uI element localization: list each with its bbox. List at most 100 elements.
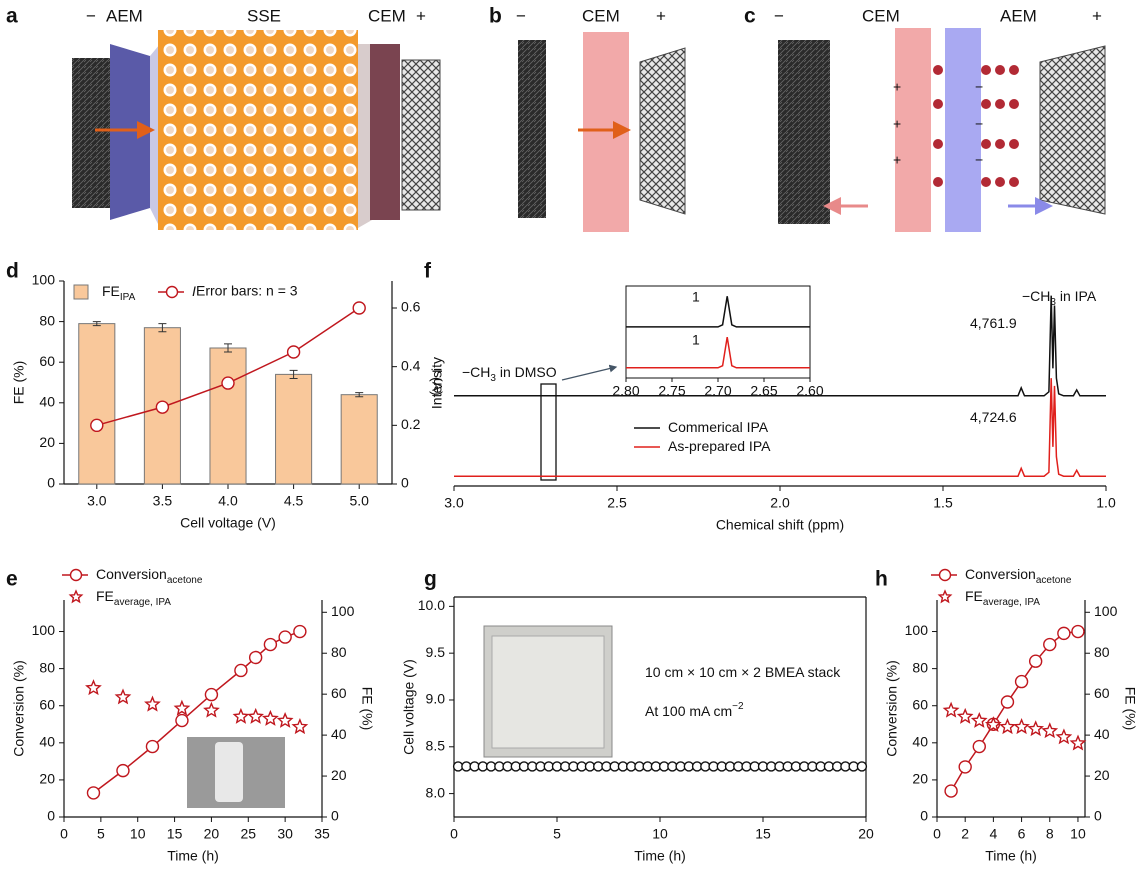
inset-label: 1 bbox=[692, 289, 700, 305]
membrane-edge bbox=[150, 44, 160, 228]
y-tick-label: 100 bbox=[905, 622, 929, 638]
membrane-aem bbox=[945, 28, 981, 232]
panel-letter: c bbox=[744, 5, 756, 28]
charge: + bbox=[893, 152, 901, 168]
charge: + bbox=[893, 116, 901, 132]
point bbox=[145, 739, 160, 754]
point bbox=[278, 630, 292, 644]
legend-label: Commerical IPA bbox=[668, 419, 769, 435]
annotation-part: −2 bbox=[732, 701, 744, 712]
label: CEM bbox=[582, 6, 620, 25]
annotation: 10 cm × 10 cm × 2 BMEA stack bbox=[645, 664, 841, 680]
electrode-mesh bbox=[401, 59, 441, 211]
point bbox=[944, 784, 958, 798]
x-tick-label: 4.0 bbox=[218, 493, 238, 509]
star-marker bbox=[1041, 722, 1059, 739]
legend-label-part: I bbox=[192, 283, 196, 299]
y2-tick-label: 80 bbox=[331, 644, 347, 660]
panel-letter: f bbox=[424, 260, 432, 283]
bar bbox=[209, 347, 247, 485]
x-tick-label: 3.0 bbox=[87, 493, 107, 509]
x-axis-label: Time (h) bbox=[634, 848, 686, 864]
label: − bbox=[516, 6, 526, 25]
electrode bbox=[778, 40, 830, 224]
label: AEM bbox=[1000, 6, 1037, 25]
electrode-mesh bbox=[639, 47, 686, 215]
ions bbox=[933, 65, 1019, 187]
legend-label: As-prepared IPA bbox=[668, 438, 771, 454]
y2-tick-label: 20 bbox=[331, 767, 347, 783]
electrode-mesh bbox=[1039, 45, 1106, 215]
x-tick-label: 0 bbox=[933, 826, 941, 842]
y-tick-label: 9.5 bbox=[426, 644, 446, 660]
annotation-part: 4,761.9 bbox=[970, 315, 1017, 331]
star-marker bbox=[291, 718, 309, 735]
legend-marker bbox=[937, 589, 953, 604]
star-marker bbox=[85, 679, 102, 696]
x-tick-label: 20 bbox=[858, 826, 874, 842]
annotation: 4,724.6 bbox=[970, 409, 1017, 425]
x-axis-label: Time (h) bbox=[167, 848, 219, 864]
y2-tick-label: 0 bbox=[1094, 808, 1102, 824]
y2-tick-label: 40 bbox=[331, 726, 347, 742]
legend-label-part: FE bbox=[96, 588, 114, 604]
legend-label-part: Commerical IPA bbox=[668, 419, 769, 435]
y-tick-label: 8.5 bbox=[426, 737, 446, 753]
y-tick-label: 60 bbox=[912, 696, 928, 712]
membrane-cem bbox=[895, 28, 931, 232]
star-marker bbox=[247, 707, 264, 724]
inset-frame bbox=[625, 285, 811, 379]
x-tick-label: 10 bbox=[652, 826, 668, 842]
annotation-part: −CH bbox=[1022, 288, 1050, 304]
annotation: 4,761.9 bbox=[970, 315, 1017, 331]
star-marker bbox=[984, 716, 1002, 732]
star-marker bbox=[942, 701, 960, 718]
bar bbox=[340, 394, 378, 485]
x-tick-label: 4.5 bbox=[284, 493, 304, 509]
point bbox=[234, 663, 248, 678]
annotation-part: in DMSO bbox=[496, 364, 557, 380]
y-tick-label: 40 bbox=[912, 734, 928, 750]
y-tick-label: 100 bbox=[32, 272, 56, 288]
panel-letter: a bbox=[6, 5, 18, 28]
y2-tick-label: 0.6 bbox=[401, 299, 421, 315]
point bbox=[958, 760, 972, 774]
x-tick-label: 5 bbox=[97, 826, 105, 842]
y-tick-label: 80 bbox=[912, 659, 928, 675]
star-marker bbox=[203, 701, 220, 718]
panel-letter: e bbox=[6, 568, 18, 591]
point bbox=[1043, 637, 1057, 652]
point bbox=[1071, 624, 1085, 639]
label: − bbox=[86, 6, 96, 25]
x-tick-label: 25 bbox=[240, 826, 256, 842]
legend-marker bbox=[938, 568, 952, 582]
point bbox=[175, 713, 189, 728]
membrane-aem bbox=[110, 44, 150, 220]
y-axis-label: Conversion (%) bbox=[884, 660, 900, 756]
label: AEM bbox=[106, 6, 143, 25]
bar bbox=[275, 373, 313, 485]
point bbox=[856, 761, 868, 772]
error-bar bbox=[92, 321, 101, 327]
point bbox=[204, 687, 219, 702]
inset-x-tick-label: 2.75 bbox=[658, 383, 685, 399]
y-tick-label: 40 bbox=[39, 734, 55, 750]
x-tick-label: 0 bbox=[450, 826, 458, 842]
annotation-part: 4,724.6 bbox=[970, 409, 1017, 425]
annotation: −CH3 in DMSO bbox=[462, 364, 557, 384]
annotation-part: −CH bbox=[462, 364, 490, 380]
x-tick-label: 35 bbox=[314, 826, 330, 842]
point bbox=[263, 637, 278, 652]
y-axis-label: FE (%) bbox=[11, 361, 27, 405]
highlight-box bbox=[540, 383, 557, 481]
charge: − bbox=[975, 79, 983, 95]
annotation-part: in IPA bbox=[1056, 288, 1097, 304]
charge: − bbox=[975, 116, 983, 132]
y-tick-label: 0 bbox=[47, 808, 55, 824]
y2-tick-label: 20 bbox=[1094, 767, 1110, 783]
inset-label: 1 bbox=[692, 332, 700, 348]
error-bar bbox=[355, 392, 364, 398]
label: + bbox=[416, 6, 426, 25]
annotation: −CH3 in IPA bbox=[1022, 288, 1097, 308]
series-line bbox=[454, 295, 1106, 397]
